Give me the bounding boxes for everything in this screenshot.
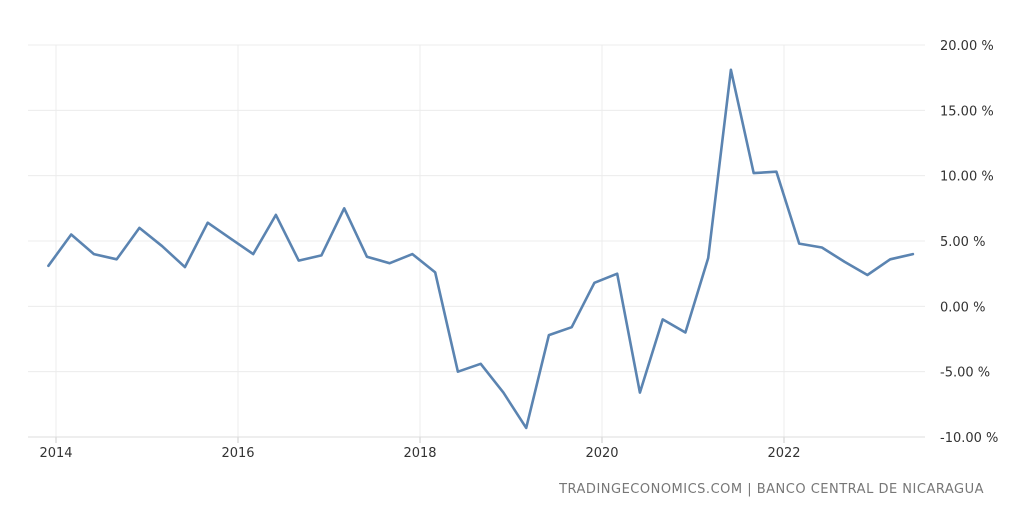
series-line [47, 68, 915, 430]
y-tick-label: -5.00 % [940, 366, 990, 381]
y-tick-label: 20.00 % [940, 39, 994, 54]
series-layer [47, 68, 915, 430]
x-tick-label: 2014 [39, 446, 72, 461]
y-tick-label: -10.00 % [940, 431, 998, 446]
x-tick-labels: 2014 2016 2018 2020 2022 [39, 446, 800, 461]
x-tick-label: 2022 [767, 446, 800, 461]
y-tick-labels: 20.00 % 15.00 % 10.00 % 5.00 % 0.00 % -5.00 %… [940, 39, 998, 446]
grid [28, 44, 925, 438]
y-tick-label: 0.00 % [940, 300, 985, 315]
y-tick-label: 15.00 % [940, 104, 994, 119]
y-tick-label: 5.00 % [940, 235, 985, 250]
x-tick-label: 2020 [585, 446, 618, 461]
x-tick-label: 2018 [403, 446, 436, 461]
axes [28, 436, 925, 443]
source-attribution: TRADINGECONOMICS.COM | BANCO CENTRAL DE … [559, 482, 984, 497]
x-tick-label: 2016 [221, 446, 254, 461]
y-tick-label: 10.00 % [940, 170, 994, 185]
